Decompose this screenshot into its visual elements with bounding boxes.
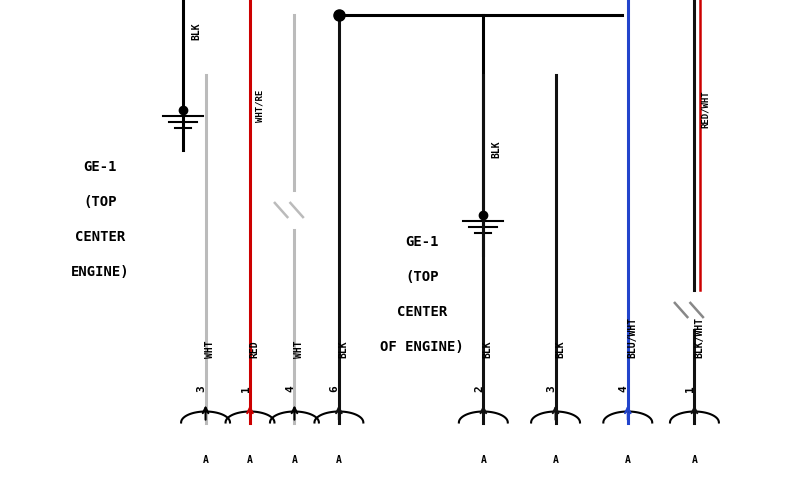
Text: BLK/WHT: BLK/WHT [694,316,704,358]
Text: WHT: WHT [294,340,304,357]
Text: 4: 4 [285,386,295,392]
Text: A: A [691,455,698,465]
Text: A: A [291,455,298,465]
Text: A: A [625,455,630,465]
Text: A: A [480,455,486,465]
Text: 2: 2 [474,386,484,392]
Text: (TOP: (TOP [406,270,439,284]
Text: 6: 6 [330,386,339,392]
Text: WHT/RE: WHT/RE [255,90,265,122]
Text: RED/WHT: RED/WHT [701,90,710,128]
Text: 3: 3 [196,386,206,392]
Text: BLK: BLK [338,340,348,357]
Text: GE-1: GE-1 [83,160,117,174]
Text: GE-1: GE-1 [406,235,439,249]
Text: A: A [247,455,253,465]
Text: CENTER: CENTER [75,230,125,244]
Text: (TOP: (TOP [83,195,117,209]
Text: 1: 1 [241,386,250,392]
Text: RED: RED [250,340,259,357]
Text: 4: 4 [618,386,628,392]
Text: A: A [202,455,209,465]
Text: WHT: WHT [205,340,215,357]
Text: 3: 3 [546,386,556,392]
Text: ENGINE): ENGINE) [70,265,130,279]
Text: CENTER: CENTER [397,305,447,319]
Text: BLK: BLK [555,340,565,357]
Text: A: A [553,455,558,465]
Text: A: A [336,455,342,465]
Text: BLU/WHT: BLU/WHT [627,316,638,358]
Text: BLK: BLK [491,140,501,158]
Text: BLK: BLK [482,340,493,357]
Text: OF ENGINE): OF ENGINE) [380,340,464,354]
Text: BLK: BLK [191,22,201,40]
Text: 1: 1 [685,386,695,392]
